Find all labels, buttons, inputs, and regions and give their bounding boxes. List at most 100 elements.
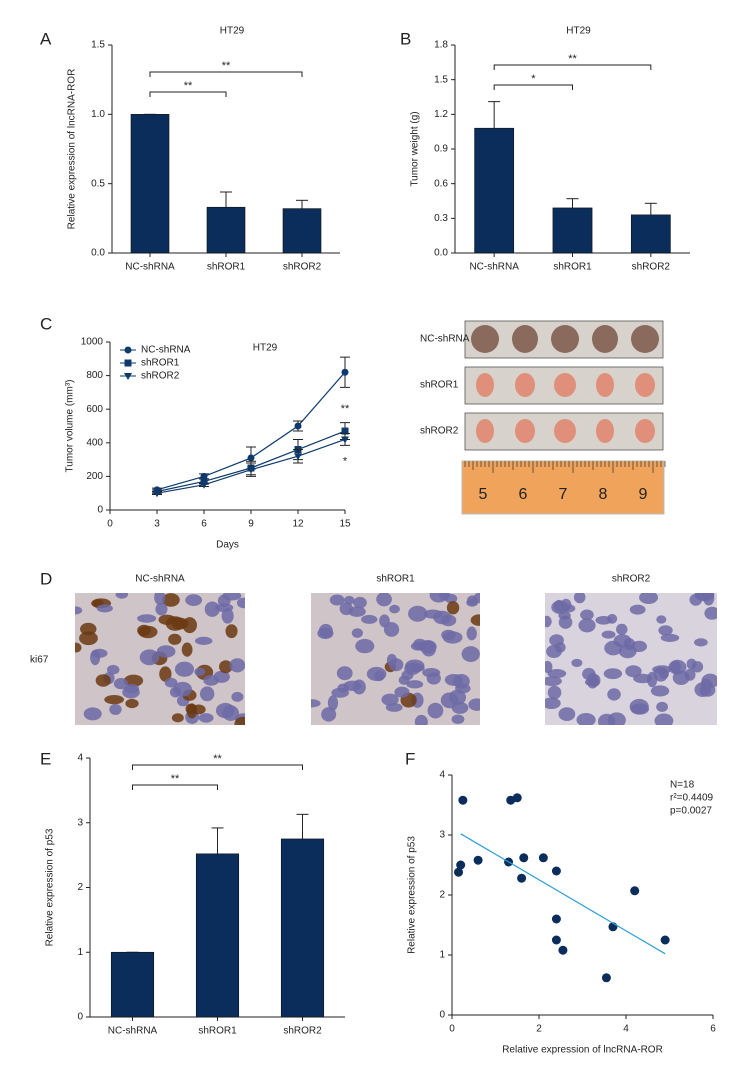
y-tick-label: 1 xyxy=(439,950,445,961)
cell-nucleus xyxy=(329,594,345,606)
y-tick-label: 0 xyxy=(77,1012,83,1023)
cell-nucleus xyxy=(466,598,479,607)
y-axis-label: Relative expression of lncRNA-ROR xyxy=(67,69,78,230)
cell-nucleus xyxy=(545,615,552,628)
cell-nucleus xyxy=(236,597,245,609)
x-tick-label: shROR2 xyxy=(632,262,671,273)
point xyxy=(538,853,548,863)
cell-nucleus xyxy=(185,703,197,715)
cell-nucleus xyxy=(546,644,562,658)
cell-nucleus xyxy=(75,642,82,653)
ihc-cells xyxy=(311,593,480,725)
panel-letter: D xyxy=(40,569,52,588)
y-tick-label: 1000 xyxy=(81,337,104,348)
cell-nucleus xyxy=(547,669,567,679)
cell-nucleus xyxy=(466,626,477,641)
cell-nucleus xyxy=(440,692,459,709)
row-label: shROR2 xyxy=(420,426,459,437)
annotation: N=18 xyxy=(670,780,695,791)
ruler-label: 8 xyxy=(599,486,608,503)
annotation: r²=0.4409 xyxy=(670,793,714,804)
cell-nucleus xyxy=(452,673,470,689)
marker xyxy=(200,481,208,489)
bar xyxy=(130,114,170,254)
cell-nucleus xyxy=(414,714,428,725)
cell-nucleus xyxy=(451,714,465,725)
significance-label: * xyxy=(531,73,536,85)
y-tick-label: 200 xyxy=(86,471,103,482)
y-tick-label: 1.0 xyxy=(91,109,105,120)
cell-nucleus xyxy=(374,670,385,682)
x-tick-label: 4 xyxy=(623,1024,629,1035)
cell-nucleus xyxy=(351,628,363,638)
chart-title: HT29 xyxy=(566,26,591,37)
cell-nucleus xyxy=(442,631,463,644)
cell-nucleus xyxy=(204,601,220,617)
cell-nucleus xyxy=(169,686,182,698)
cell-nucleus xyxy=(348,606,366,617)
x-tick-label: 6 xyxy=(201,519,207,530)
cell-nucleus xyxy=(658,625,673,636)
legend-label: shROR1 xyxy=(141,358,180,369)
cell-nucleus xyxy=(154,593,166,605)
cell-nucleus xyxy=(90,649,101,666)
significance-bracket xyxy=(493,64,652,70)
cell-nucleus xyxy=(222,705,240,721)
y-axis-label: Relative expression of p53 xyxy=(407,836,418,954)
tumor xyxy=(512,325,538,353)
bar xyxy=(280,838,325,1018)
significance-label: ** xyxy=(213,753,222,765)
y-tick-label: 2 xyxy=(77,882,83,893)
y-tick-label: 800 xyxy=(86,370,103,381)
marker xyxy=(247,466,255,474)
cell-nucleus xyxy=(629,698,649,715)
y-tick-label: 0.6 xyxy=(434,178,448,189)
cell-nucleus xyxy=(694,638,708,647)
x-tick-label: shROR1 xyxy=(553,262,592,273)
cell-nucleus xyxy=(168,633,182,645)
cell-nucleus xyxy=(470,614,480,626)
marker xyxy=(124,373,132,380)
cell-nucleus xyxy=(171,713,184,723)
bar xyxy=(282,208,322,254)
cell-nucleus xyxy=(639,593,659,604)
annotation: p=0.0027 xyxy=(670,806,712,817)
cell-nucleus xyxy=(653,666,668,682)
cell-nucleus xyxy=(96,604,113,613)
cell-nucleus xyxy=(408,605,428,622)
y-tick-label: 0.0 xyxy=(91,248,105,259)
cell-nucleus xyxy=(616,623,628,636)
y-tick-label: 0.3 xyxy=(434,213,448,224)
cell-nucleus xyxy=(578,618,596,633)
y-tick-label: 0.9 xyxy=(434,144,448,155)
x-tick-label: 15 xyxy=(339,519,351,530)
cell-nucleus xyxy=(343,680,362,692)
tumor xyxy=(596,373,614,397)
cell-nucleus xyxy=(327,695,339,711)
marker xyxy=(294,453,302,461)
row-label: shROR1 xyxy=(420,380,459,391)
cell-nucleus xyxy=(573,593,586,604)
annotation: * xyxy=(343,455,348,467)
x-tick-label: NC-shRNA xyxy=(125,262,175,273)
y-axis-label: Tumor volume (mm³) xyxy=(65,380,76,473)
marker xyxy=(341,368,349,376)
marker xyxy=(124,346,132,354)
panel-letter: B xyxy=(400,29,411,48)
chart-title: HT29 xyxy=(220,26,245,37)
cell-nucleus xyxy=(181,642,193,657)
marker xyxy=(341,436,349,444)
tumor xyxy=(471,325,499,353)
cell-nucleus xyxy=(595,615,612,625)
cell-nucleus xyxy=(353,596,367,609)
cell-nucleus xyxy=(547,685,562,700)
cell-nucleus xyxy=(331,687,349,698)
cell-nucleus xyxy=(389,604,400,614)
bar xyxy=(552,207,593,254)
x-tick-label: shROR2 xyxy=(283,262,322,273)
y-tick-label: 2 xyxy=(439,890,445,901)
tumor xyxy=(476,419,494,443)
cell-nucleus xyxy=(439,593,451,601)
y-tick-label: 4 xyxy=(439,770,445,781)
cell-nucleus xyxy=(79,631,98,646)
